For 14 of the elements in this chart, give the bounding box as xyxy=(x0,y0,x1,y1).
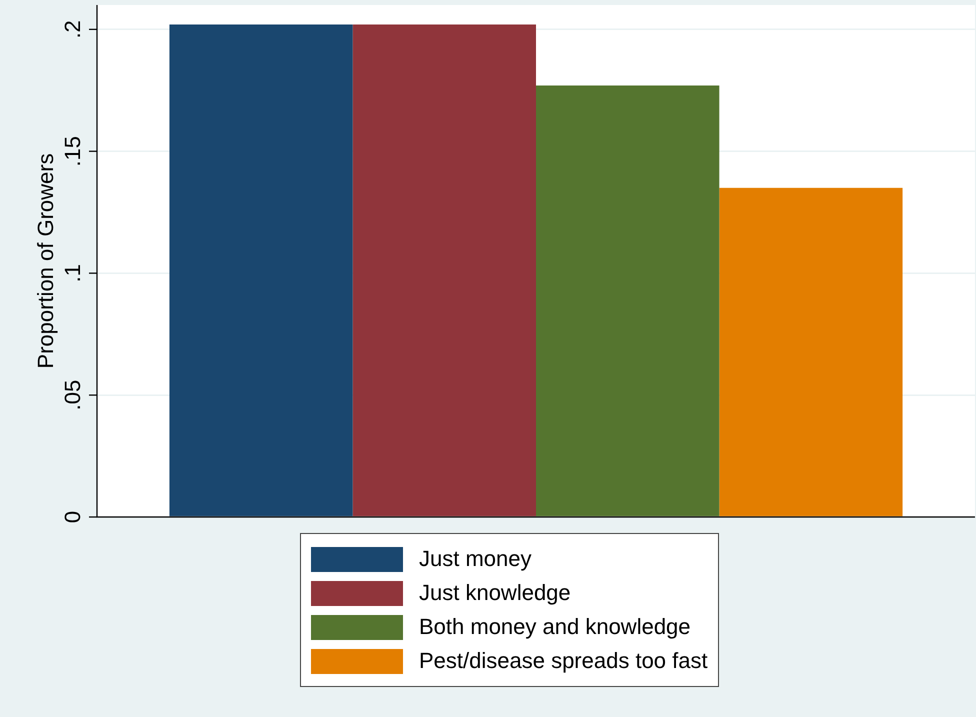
legend-label: Just knowledge xyxy=(419,580,571,606)
y-tick-label: .1 xyxy=(60,264,86,282)
legend-label: Pest/disease spreads too fast xyxy=(419,648,708,674)
y-tick-label: .05 xyxy=(60,380,86,410)
y-tick-label: .15 xyxy=(60,136,86,167)
bar xyxy=(719,188,903,516)
y-axis-title: Proportion of Growers xyxy=(33,153,58,369)
bar xyxy=(352,24,536,516)
legend-label: Just money xyxy=(419,546,532,572)
legend-label: Both money and knowledge xyxy=(419,614,691,640)
y-tick-label: 0 xyxy=(60,510,86,524)
bar xyxy=(536,85,720,516)
bar xyxy=(169,24,353,516)
y-tick-label: .2 xyxy=(60,20,86,39)
